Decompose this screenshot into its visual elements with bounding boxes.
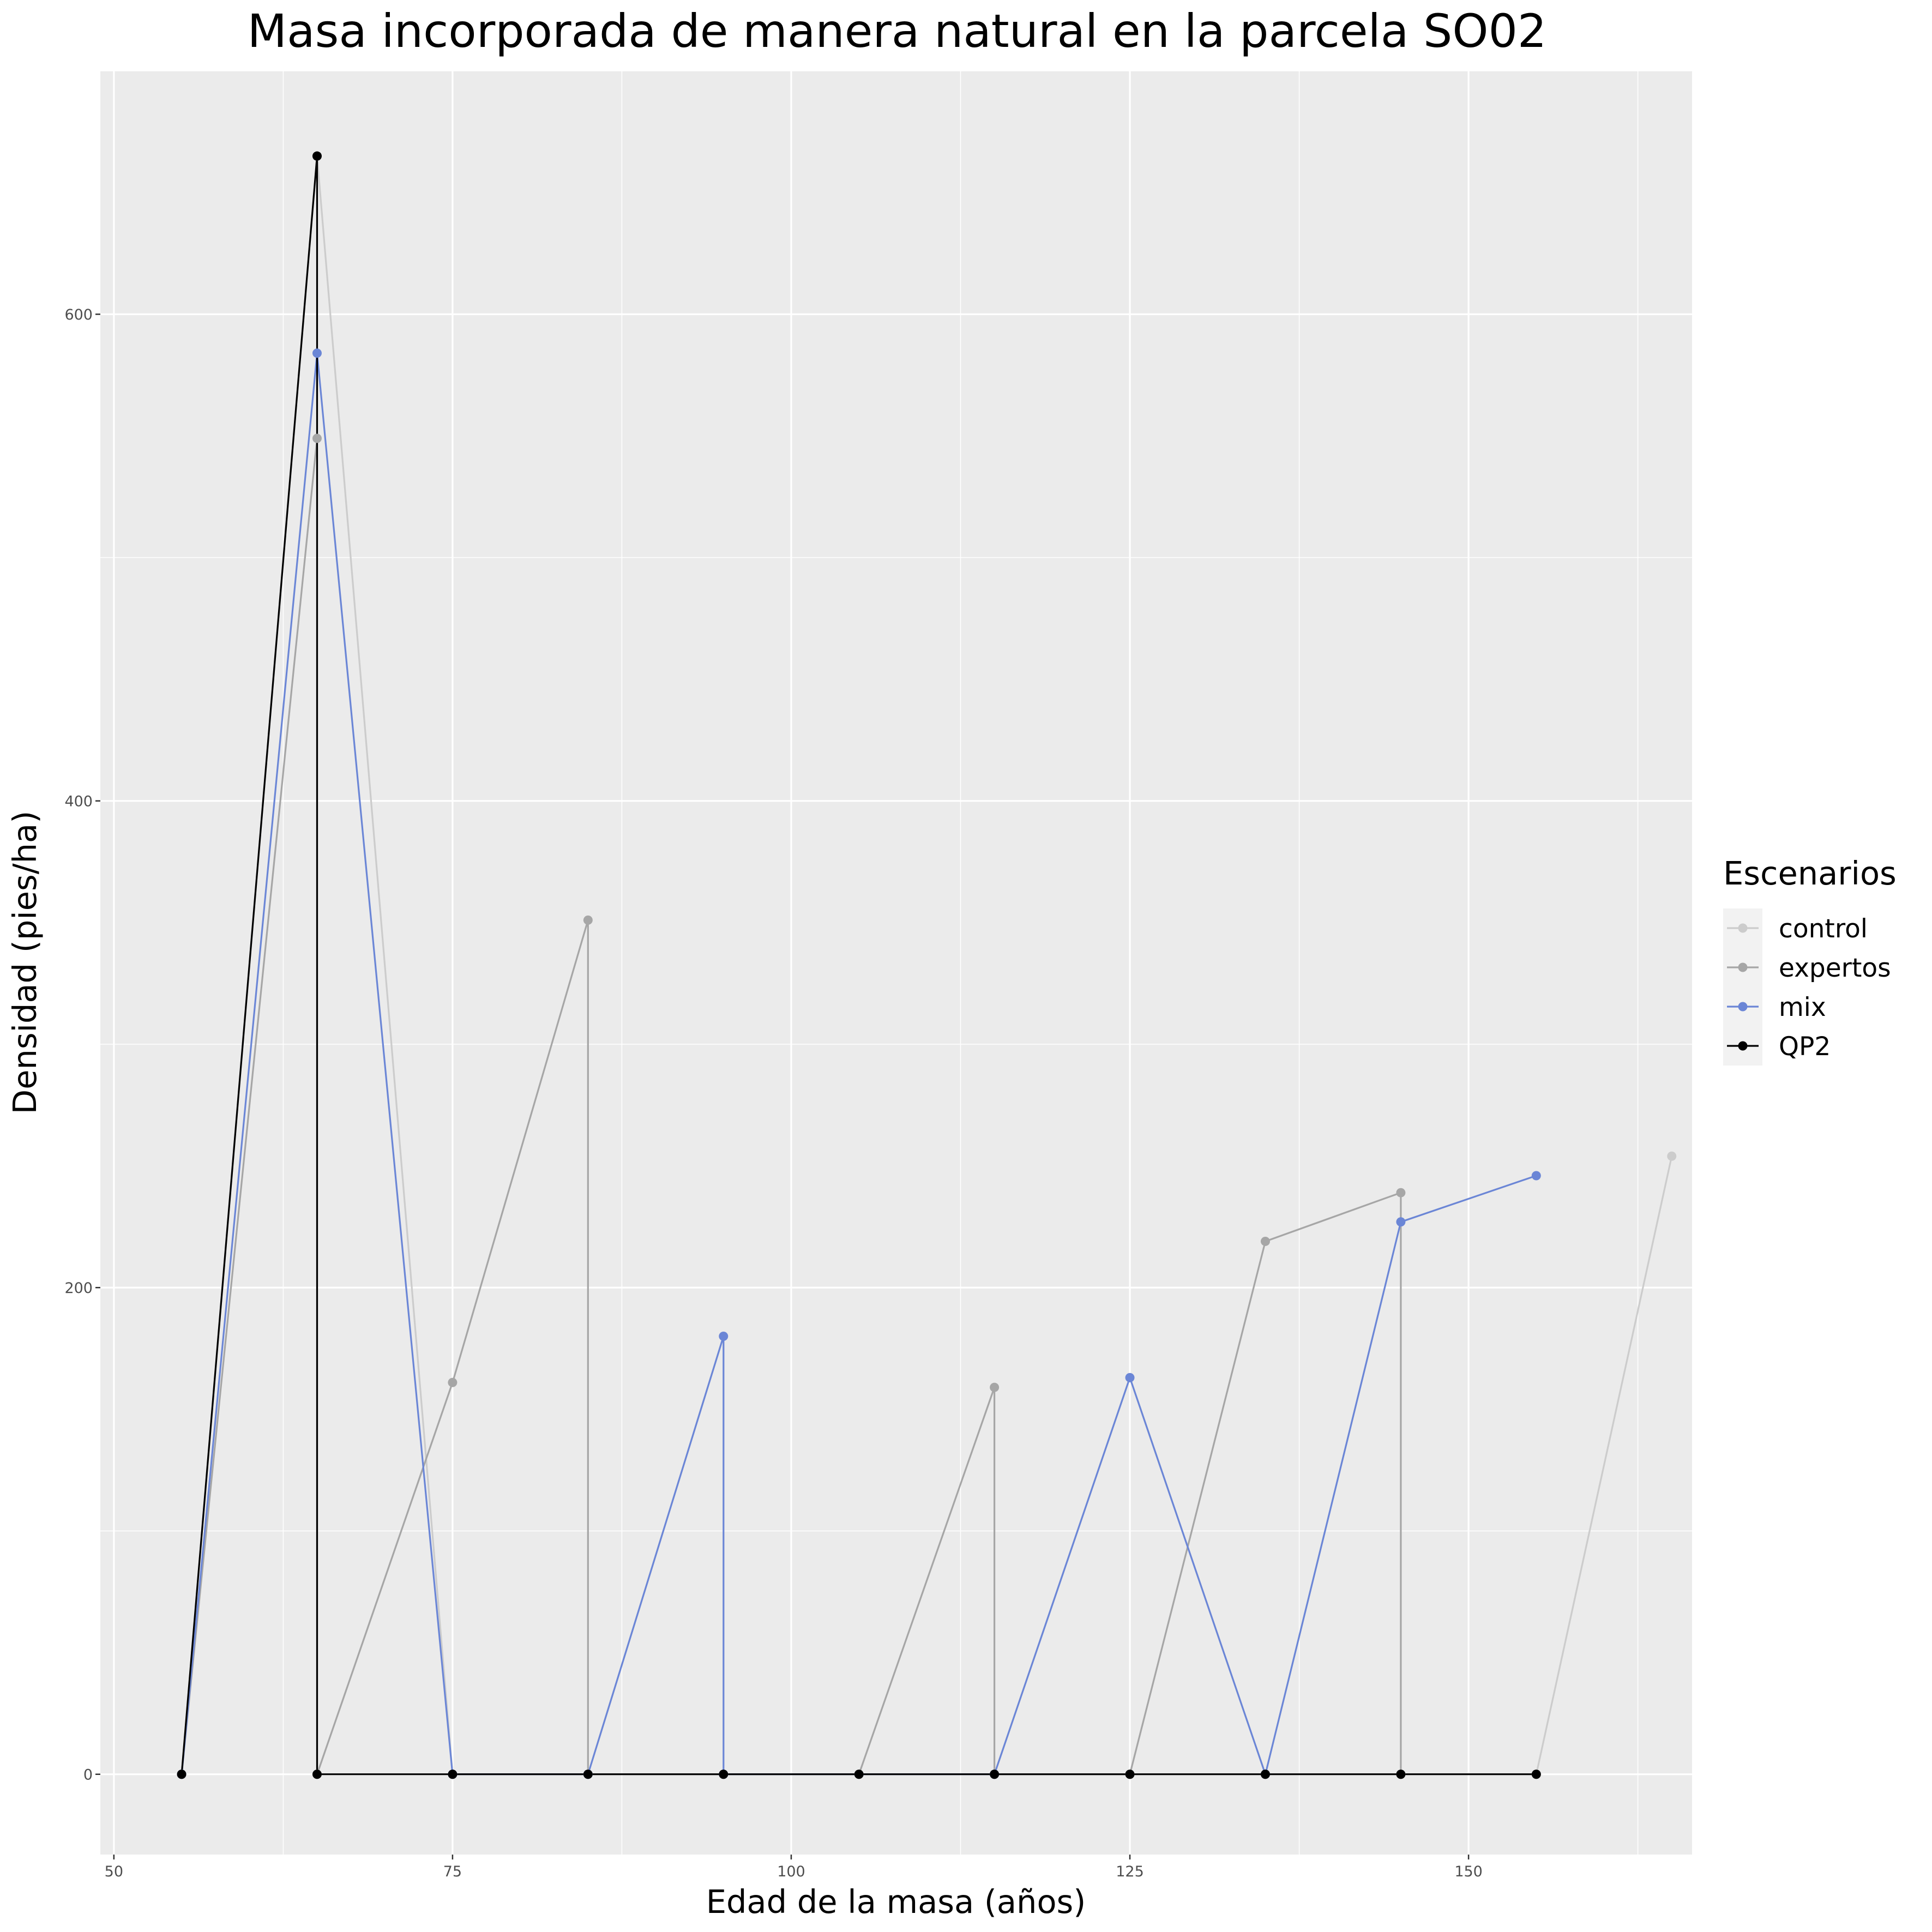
chart-title: Masa incorporada de manera natural en la… — [248, 4, 1547, 58]
data-point-mix — [719, 1331, 729, 1341]
x-tick-label: 50 — [105, 1863, 123, 1880]
y-axis-label: Densidad (pies/ha) — [6, 811, 44, 1114]
data-point-qp2 — [1125, 1770, 1135, 1779]
x-tick-label: 100 — [777, 1863, 805, 1880]
x-axis-label: Edad de la masa (años) — [706, 1883, 1086, 1921]
data-point-mix — [1531, 1171, 1541, 1181]
data-point-expertos — [448, 1377, 458, 1387]
legend-keys: control expertos mix QP2 — [1723, 908, 1891, 1066]
data-point-expertos — [1260, 1236, 1270, 1246]
data-point-qp2 — [312, 1770, 322, 1779]
legend-label-expertos: expertos — [1779, 953, 1891, 983]
data-point-qp2 — [1260, 1770, 1270, 1779]
data-point-qp2 — [854, 1770, 864, 1779]
x-axis-ticks: 50 75 100 125 150 — [105, 1855, 1483, 1880]
data-point-expertos — [1396, 1188, 1406, 1197]
grid-minor — [100, 70, 1692, 1855]
legend-key-point-mix — [1738, 1002, 1748, 1012]
y-tick-label: 200 — [64, 1280, 93, 1297]
data-point-qp2 — [177, 1770, 186, 1779]
data-point-mix — [312, 348, 322, 358]
data-point-qp2 — [1531, 1770, 1541, 1779]
x-tick-label: 75 — [443, 1863, 462, 1880]
legend-label-qp2: QP2 — [1779, 1032, 1831, 1062]
data-point-qp2 — [583, 1770, 593, 1779]
data-point-expertos — [583, 915, 593, 925]
series-points — [177, 151, 1677, 1779]
data-point-qp2 — [990, 1770, 1000, 1779]
legend-label-mix: mix — [1779, 992, 1826, 1022]
legend-key-point-control — [1738, 923, 1748, 933]
data-point-qp2 — [448, 1770, 458, 1779]
y-tick-label: 0 — [83, 1767, 93, 1784]
grid-major — [100, 71, 1692, 1855]
data-point-mix — [1125, 1373, 1135, 1382]
data-point-qp2 — [719, 1770, 729, 1779]
data-point-qp2 — [1396, 1770, 1406, 1779]
data-point-mix — [1396, 1217, 1406, 1227]
y-tick-label: 400 — [64, 793, 93, 810]
x-tick-label: 125 — [1116, 1863, 1144, 1880]
x-tick-label: 150 — [1454, 1863, 1483, 1880]
series-line-qp2 — [180, 155, 1537, 1775]
data-point-expertos — [990, 1382, 1000, 1392]
y-tick-label: 600 — [64, 306, 93, 323]
legend-key-point-qp2 — [1738, 1041, 1748, 1051]
legend-key-point-expertos — [1738, 962, 1748, 972]
data-point-control — [1667, 1151, 1677, 1161]
legend-title: Escenarios — [1723, 854, 1897, 892]
data-point-qp2 — [312, 151, 322, 161]
legend: Escenarios control expertos mix QP2 — [1723, 854, 1897, 1066]
legend-label-control: control — [1779, 914, 1868, 944]
plot-panel — [100, 71, 1692, 1855]
data-point-expertos — [312, 434, 322, 443]
y-axis-ticks: 0 200 400 600 — [64, 306, 100, 1784]
